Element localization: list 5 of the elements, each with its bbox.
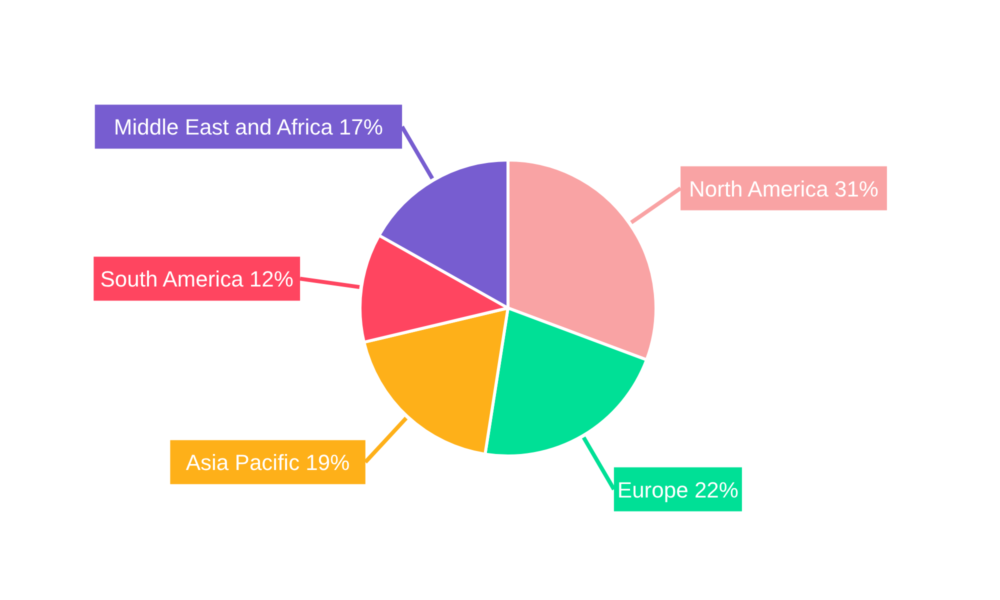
slice-label: North America 31%	[688, 176, 879, 202]
slice-label: Middle East and Africa 17%	[114, 114, 383, 140]
slice-label: South America 12%	[100, 266, 294, 292]
slice-label: Europe 22%	[617, 477, 738, 502]
slice-label: Asia Pacific 19%	[186, 450, 350, 476]
